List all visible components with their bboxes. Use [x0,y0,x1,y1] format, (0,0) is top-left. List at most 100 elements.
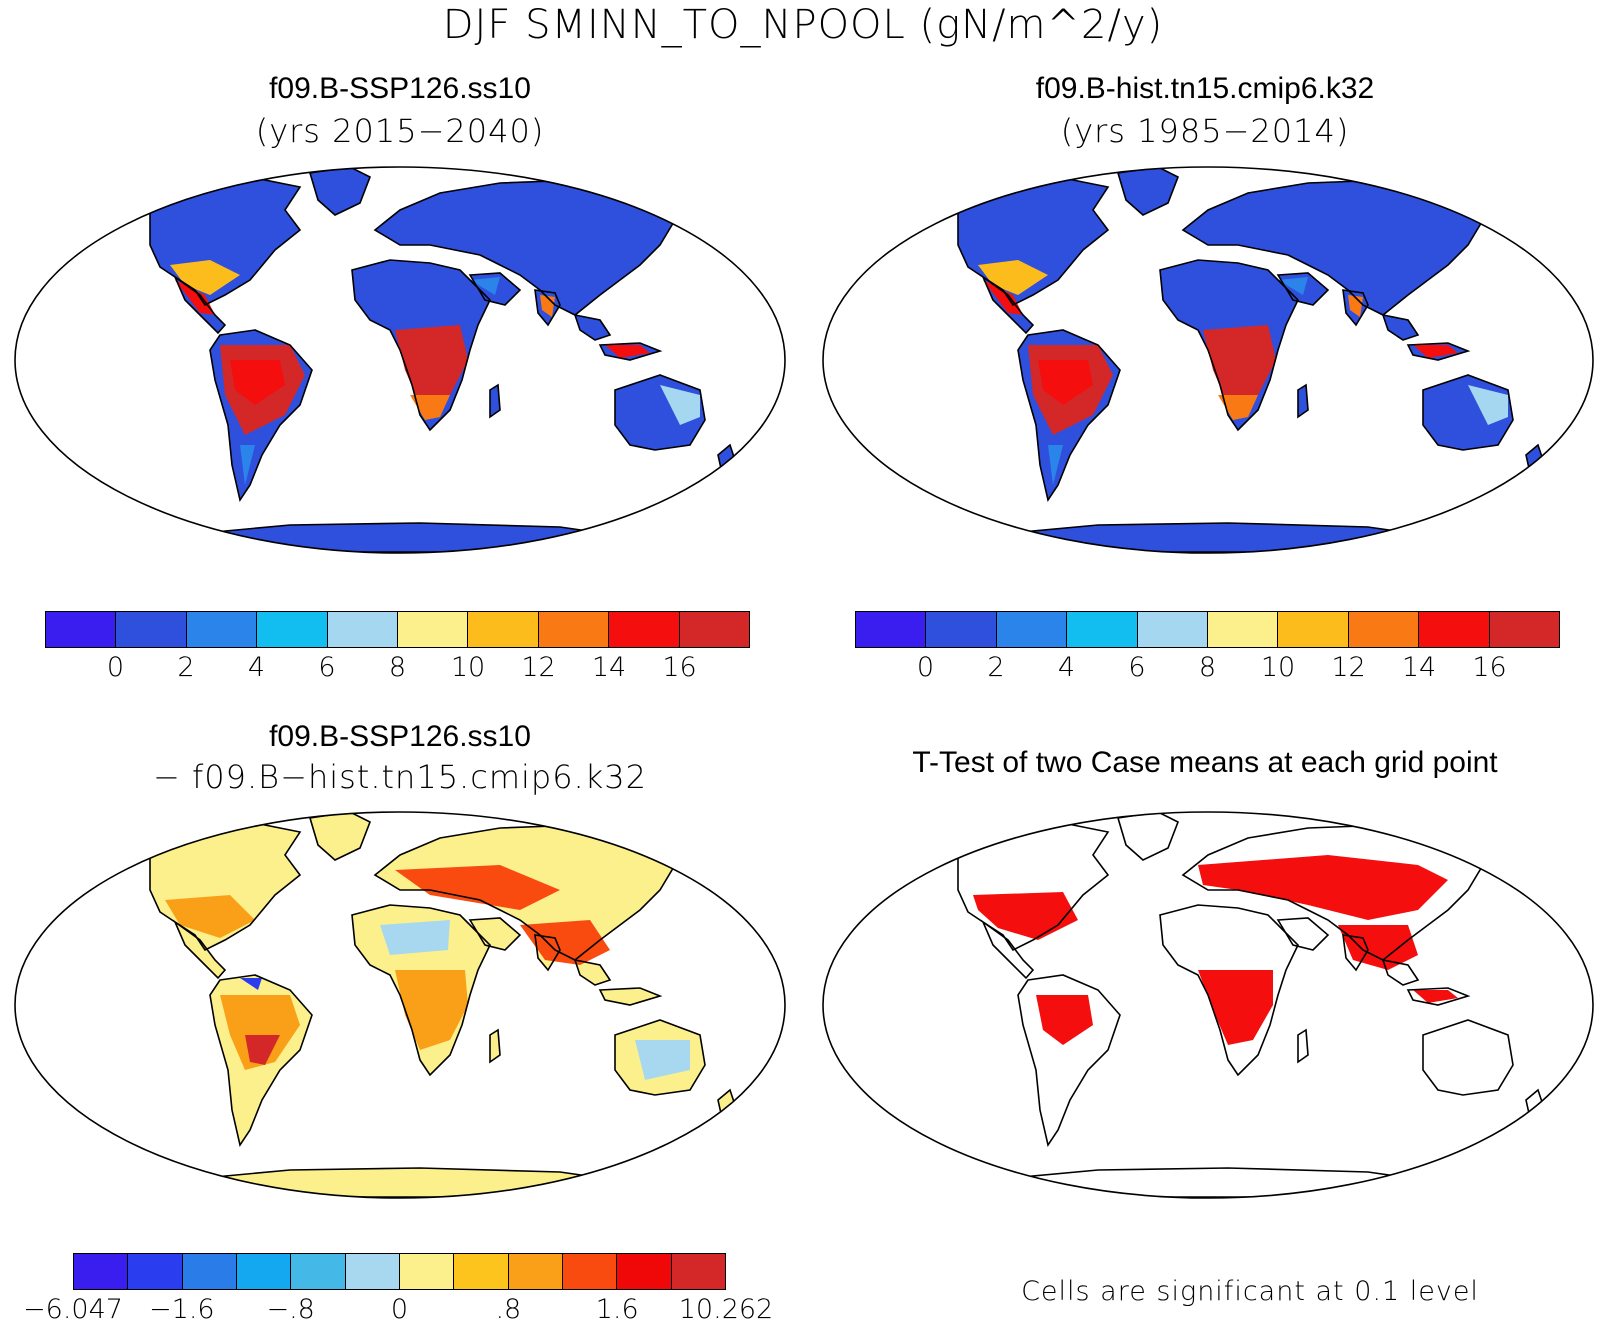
colorbar-tick-label: 16 [662,652,697,683]
coastline-greenland [1116,812,1180,861]
value-region [1048,445,1063,485]
coastline-australia [614,1019,706,1096]
coastline-eurasia [373,179,692,316]
colorbar-swatch [1208,612,1279,647]
land-greenland [1118,812,1178,860]
colorbar-swatch [538,612,610,647]
value-region [175,280,215,315]
coastline-indonesia [1406,987,1471,1006]
colorbar-swatch [1067,612,1138,647]
colorbar-tick-label: 16 [1472,652,1507,683]
land-seAsia [575,315,610,340]
colorbar-swatch [996,612,1068,647]
colorbar-swatch [671,1254,725,1289]
value-region [1468,385,1508,425]
coastline-centralAmerica [981,919,1035,980]
coastline-centralAmerica [173,919,227,980]
colorbar-tick-label: −.8 [266,1294,315,1325]
colorbar-swatch [454,1254,509,1289]
value-region [170,260,240,295]
colorbar-swatch [1419,612,1490,647]
value-region [1038,360,1093,405]
colorbar-swatch [116,612,187,647]
coastline-eurasia [373,824,692,961]
colorbar-tick-label: −1.6 [149,1294,215,1325]
coastline-madagascar [1297,383,1309,419]
coastline-greenland [1116,167,1180,216]
colorbar-tick-label: 2 [177,652,195,683]
land-indonesia [600,988,660,1005]
colorbar-tick-label: 4 [247,652,266,683]
value-region [1198,855,1448,920]
colorbar-swatch [182,1254,237,1289]
colorbar-swatch [508,1254,563,1289]
colorbar-tick-label: 0 [916,652,935,683]
land-seAsia [1383,315,1418,340]
colorbar-swatch [327,612,399,647]
value-region [1413,345,1458,358]
colorbar-swatch [1137,612,1209,647]
coastline-madagascar [489,1028,501,1064]
coastline-arabia [468,917,522,951]
coastline-centralAmerica [981,274,1035,335]
map-border [14,166,786,554]
colorbar-swatch [74,1254,129,1289]
colorbar-case2-labels: 0 2 4 6 8 10 12 14 16 [855,652,1560,688]
land-seAsia [575,960,610,985]
land-madagascar [490,385,500,417]
coastline-africa [351,259,491,432]
colorbar-swatch [398,612,469,647]
colorbar-swatch [856,612,927,647]
panel-1-title: f09.B-SSP126.ss10 [269,72,531,105]
coastline-india [1342,289,1369,327]
coastline-greenland [308,812,372,861]
value-region [520,920,610,965]
value-region [1203,325,1276,405]
panel-2-subtitle: (yrs 1985−2014) [1060,112,1350,150]
coastline-africa [351,904,491,1077]
coastline-southAmerica [1017,329,1121,502]
value-region [660,385,700,425]
value-region [245,1035,280,1065]
coastline-seAsia [573,958,612,986]
value-region [1338,925,1418,970]
coastline-northAmerica [149,821,302,952]
value-region [1278,277,1308,295]
colorbar-swatch [345,1254,400,1289]
coastline-australia [614,374,706,451]
colorbar-swatch [562,1254,618,1289]
coastline-indonesia [598,342,663,361]
colorbar-swatch [399,1254,455,1289]
colorbar-tick-label: −6.047 [23,1294,123,1325]
colorbar-tick-label: 14 [591,652,627,683]
coastline-australia [1422,1019,1514,1096]
colorbar-case1-labels: 0 2 4 6 8 10 12 14 16 [45,652,750,688]
coastline-australia [1422,374,1514,451]
colorbar-tick-label: 0 [390,1294,409,1325]
colorbar-tick-label: 10 [1260,652,1296,683]
value-region [635,1040,690,1080]
colorbar-swatch [46,612,117,647]
value-region [230,360,285,405]
coastline-northAmerica [957,176,1110,307]
coastline-africa [1159,904,1299,1077]
value-region [1218,395,1258,420]
land-centralAmerica [175,922,225,978]
value-region [240,978,262,990]
coastline-northAmerica [149,176,302,307]
value-region [395,865,560,910]
land-arabia [1278,918,1328,950]
map-panel-diff [14,811,786,1199]
land-eurasia [1183,180,1498,315]
land-madagascar [490,1030,500,1062]
coastline-southAmerica [209,974,313,1147]
colorbar-swatch [186,612,258,647]
value-region [240,445,255,485]
colorbar-tick-label: 6 [318,652,336,683]
colorbar-swatch [1348,612,1420,647]
value-region [395,970,468,1050]
colorbar-tick-label: 14 [1401,652,1437,683]
map-panel-case1 [14,166,786,554]
colorbar-swatch [609,612,680,647]
value-region [165,895,255,938]
